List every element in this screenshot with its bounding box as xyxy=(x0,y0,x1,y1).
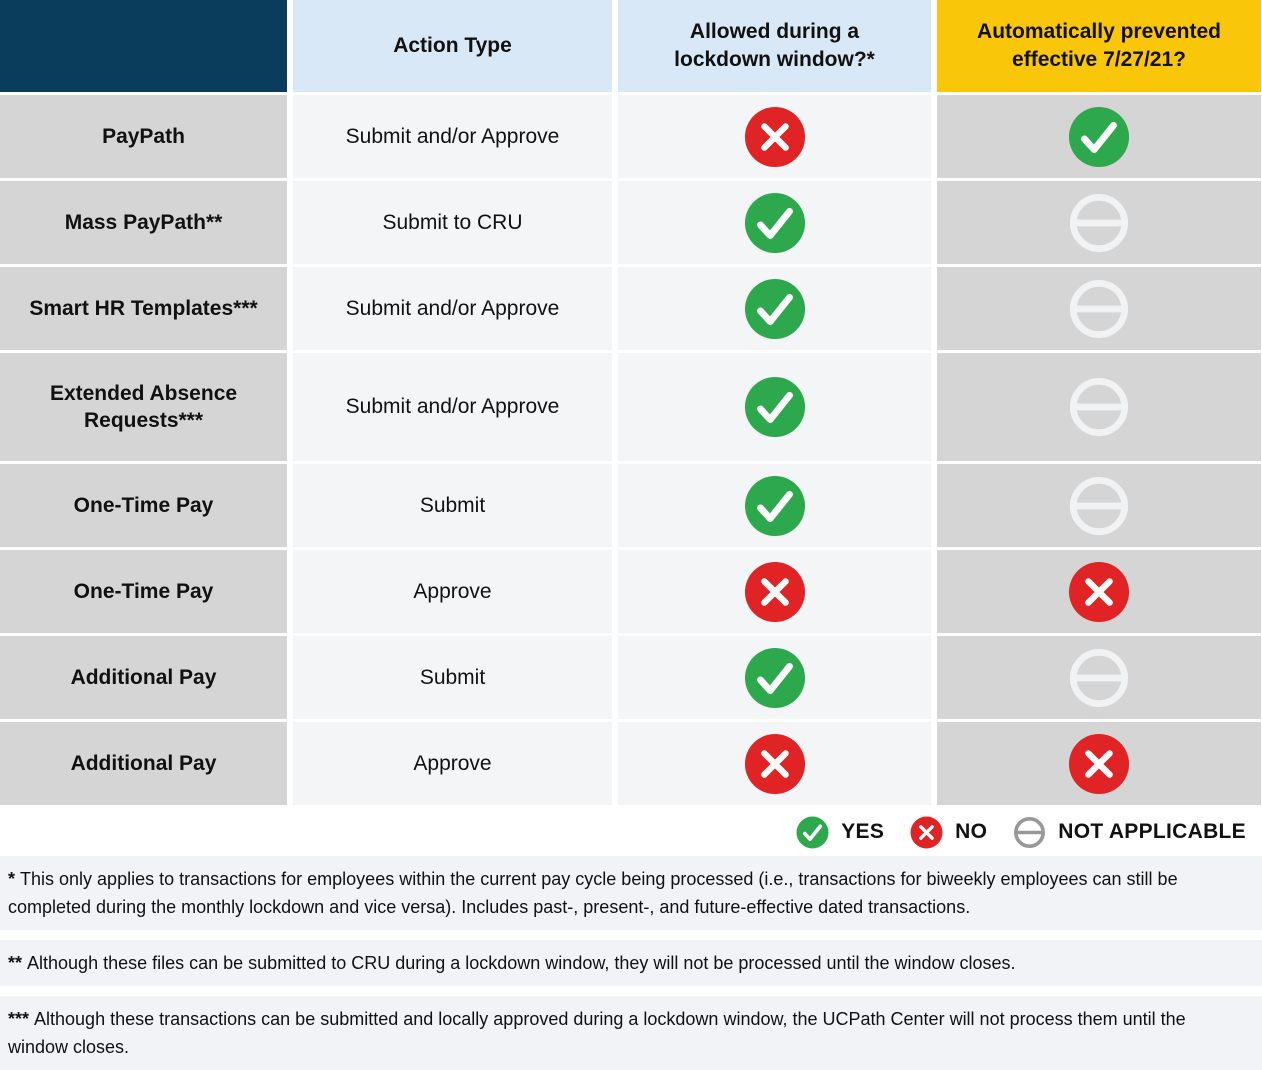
header-allowed: Allowed during a lockdown window?* xyxy=(618,0,931,92)
header-label: Action Type xyxy=(393,34,512,58)
legend-item-not-applicable: NOT APPLICABLE xyxy=(1013,816,1246,849)
yes-check-icon xyxy=(744,647,806,709)
row-label: Additional Pay xyxy=(70,751,217,775)
yes-check-icon xyxy=(744,475,806,537)
allowed-during-lockdown-cell xyxy=(618,181,931,264)
lockdown-actions-table: Action Type Allowed during a lockdown win… xyxy=(0,0,1261,805)
not-applicable-icon xyxy=(1068,475,1130,537)
action-type-cell: Approve xyxy=(293,722,612,805)
footnote-marker: * xyxy=(8,869,16,889)
action-type-cell: Submit xyxy=(293,464,612,547)
no-x-icon xyxy=(910,816,943,849)
action-type-cell: Submit xyxy=(293,636,612,719)
no-x-icon xyxy=(744,733,806,795)
header-action-type: Action Type xyxy=(293,0,612,92)
action-type-text: Submit and/or Approve xyxy=(345,296,560,320)
action-type-cell: Submit and/or Approve xyxy=(293,353,612,461)
row-label: Extended Absence Requests*** xyxy=(49,381,238,432)
action-type-cell: Submit and/or Approve xyxy=(293,267,612,350)
not-applicable-icon xyxy=(1013,816,1046,849)
yes-check-icon xyxy=(796,816,829,849)
allowed-during-lockdown-cell xyxy=(618,722,931,805)
footnote-2: ** Although these files can be submitted … xyxy=(0,940,1262,986)
no-x-icon xyxy=(1068,733,1130,795)
allowed-during-lockdown-cell xyxy=(618,550,931,633)
allowed-during-lockdown-cell xyxy=(618,267,931,350)
action-type-cell: Submit to CRU xyxy=(293,181,612,264)
row-label: Additional Pay xyxy=(70,665,217,689)
row-label: One-Time Pay xyxy=(73,493,214,517)
legend-label: NO xyxy=(955,820,988,843)
not-applicable-icon xyxy=(1068,278,1130,340)
legend-label: YES xyxy=(841,820,885,843)
not-applicable-icon xyxy=(1068,376,1130,438)
not-applicable-icon xyxy=(1068,192,1130,254)
row-label-cell: Additional Pay xyxy=(0,636,287,719)
no-x-icon xyxy=(744,561,806,623)
footnote-text: Although these files can be submitted to… xyxy=(27,953,1016,973)
allowed-during-lockdown-cell xyxy=(618,636,931,719)
not-applicable-icon xyxy=(1068,647,1130,709)
yes-check-icon xyxy=(744,192,806,254)
row-label: PayPath xyxy=(102,124,185,148)
allowed-during-lockdown-cell xyxy=(618,353,931,461)
legend: YES NO NOT APPLICABLE xyxy=(0,813,1246,851)
action-type-text: Submit and/or Approve xyxy=(345,395,560,418)
row-label: One-Time Pay xyxy=(73,579,214,603)
automatically-prevented-cell xyxy=(937,550,1261,633)
row-label: Mass PayPath** xyxy=(64,210,223,234)
footnote-text: Although these transactions can be submi… xyxy=(8,1009,1186,1057)
footnote-text: This only applies to transactions for em… xyxy=(8,869,1178,917)
row-label-cell: Mass PayPath** xyxy=(0,181,287,264)
row-label-cell: Smart HR Templates*** xyxy=(0,267,287,350)
automatically-prevented-cell xyxy=(937,181,1261,264)
automatically-prevented-cell xyxy=(937,636,1261,719)
yes-check-icon xyxy=(744,278,806,340)
header-row-label xyxy=(0,0,287,92)
legend-item-no: NO xyxy=(910,816,987,849)
no-x-icon xyxy=(744,106,806,168)
footnote-3: *** Although these transactions can be su… xyxy=(0,996,1262,1070)
no-x-icon xyxy=(1068,561,1130,623)
action-type-text: Submit and/or Approve xyxy=(345,124,560,148)
row-label-cell: One-Time Pay xyxy=(0,550,287,633)
action-type-cell: Approve xyxy=(293,550,612,633)
legend-label: NOT APPLICABLE xyxy=(1058,820,1246,843)
row-label-cell: One-Time Pay xyxy=(0,464,287,547)
automatically-prevented-cell xyxy=(937,464,1261,547)
automatically-prevented-cell xyxy=(937,353,1261,461)
header-label: Automatically prevented effective 7/27/2… xyxy=(977,20,1221,71)
action-type-cell: Submit and/or Approve xyxy=(293,95,612,178)
action-type-text: Approve xyxy=(413,579,492,603)
row-label-cell: Additional Pay xyxy=(0,722,287,805)
action-type-text: Submit xyxy=(419,493,486,517)
action-type-text: Submit xyxy=(419,665,486,689)
footnote-marker: *** xyxy=(8,1009,30,1029)
yes-check-icon xyxy=(744,376,806,438)
footnote-1: * This only applies to transactions for e… xyxy=(0,856,1262,930)
row-label-cell: PayPath xyxy=(0,95,287,178)
legend-item-yes: YES xyxy=(796,816,884,849)
yes-check-icon xyxy=(1068,106,1130,168)
header-label: Allowed during a lockdown window?* xyxy=(674,20,875,71)
action-type-text: Submit to CRU xyxy=(382,210,523,234)
header-prevented: Automatically prevented effective 7/27/2… xyxy=(937,0,1261,92)
row-label: Smart HR Templates*** xyxy=(29,296,258,320)
allowed-during-lockdown-cell xyxy=(618,464,931,547)
footnote-marker: ** xyxy=(8,953,23,973)
action-type-text: Approve xyxy=(413,751,492,775)
row-label-cell: Extended Absence Requests*** xyxy=(0,353,287,461)
automatically-prevented-cell xyxy=(937,267,1261,350)
automatically-prevented-cell xyxy=(937,722,1261,805)
allowed-during-lockdown-cell xyxy=(618,95,931,178)
footnotes: * This only applies to transactions for e… xyxy=(0,856,1262,1070)
automatically-prevented-cell xyxy=(937,95,1261,178)
